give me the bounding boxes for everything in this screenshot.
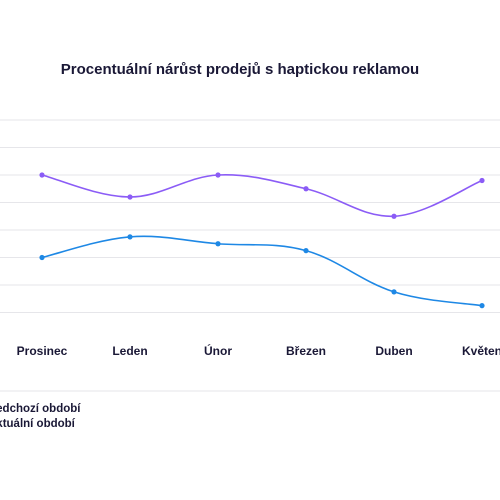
x-tick-label: Prosinec <box>17 344 68 358</box>
series-line-current <box>41 235 483 307</box>
chart-title: Procentuální nárůst prodejů s haptickou … <box>60 61 420 78</box>
data-point-current-2[interactable] <box>215 241 221 247</box>
data-point-previous-1[interactable] <box>127 194 133 200</box>
gridlines <box>0 119 500 392</box>
series-line-previous <box>41 174 483 218</box>
data-point-previous-4[interactable] <box>391 213 397 219</box>
data-point-previous-5[interactable] <box>479 177 485 184</box>
data-points <box>39 172 485 309</box>
data-point-current-1[interactable] <box>127 234 133 240</box>
data-point-current-3[interactable] <box>303 248 309 254</box>
data-point-previous-3[interactable] <box>303 186 309 192</box>
legend: Předchozí období Aktuální období <box>0 402 96 432</box>
data-point-previous-0[interactable] <box>39 172 45 178</box>
legend-item-current: Aktuální období <box>0 417 96 432</box>
legend-label-previous: Předchozí období <box>0 403 81 415</box>
data-point-previous-2[interactable] <box>215 172 221 178</box>
data-point-current-0[interactable] <box>39 254 45 261</box>
legend-label-current: Aktuální období <box>0 418 75 430</box>
x-axis-labels: Prosinec Leden Únor Březen Duben Květen <box>17 343 500 358</box>
x-tick-label: Duben <box>375 344 412 358</box>
legend-item-previous: Předchozí období <box>0 402 96 417</box>
series-lines <box>41 174 483 307</box>
data-point-current-5[interactable] <box>479 303 485 309</box>
x-tick-label: Leden <box>112 344 147 358</box>
data-point-current-4[interactable] <box>391 289 397 295</box>
x-tick-label: Březen <box>286 344 326 358</box>
x-tick-label: Květen <box>462 344 500 358</box>
x-tick-label: Únor <box>204 343 232 358</box>
